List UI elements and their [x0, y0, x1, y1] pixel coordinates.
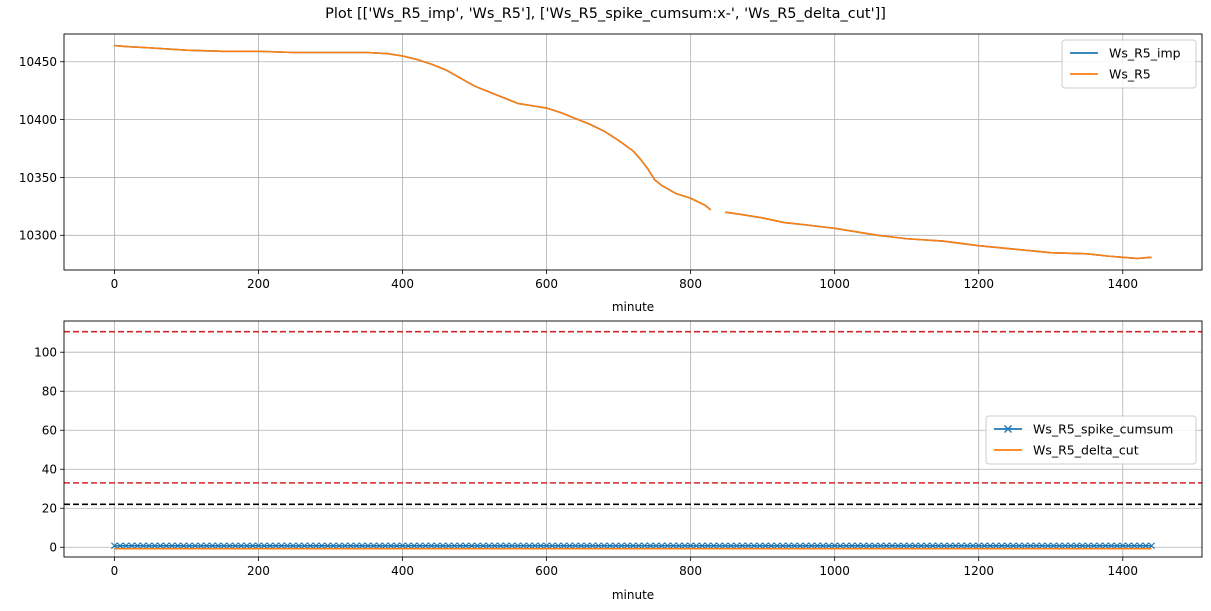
- x-tick-label: 800: [679, 564, 702, 578]
- x-tick-label: 400: [391, 277, 414, 291]
- x-tick-label: 1000: [819, 277, 850, 291]
- top-ticks: 0 200 400 600 800 1000 1200 1400 10300 10350 10400…: [19, 55, 1138, 291]
- legend-label-spike-cumsum: Ws_R5_spike_cumsum: [1033, 422, 1173, 437]
- bottom-subplot: 0 200 400 600 800 1000 1200 1400 0 20 40 60 80 100 mi…: [34, 320, 1203, 602]
- bottom-axes-frame: [63, 320, 1203, 558]
- top-subplot: 0 200 400 600 800 1000 1200 1400 10300 10350 10400…: [19, 33, 1203, 314]
- top-series-group: [114, 44, 1152, 260]
- legend-label-ws-r5: Ws_R5: [1109, 67, 1151, 82]
- y-tick-label: 10300: [19, 229, 57, 243]
- x-tick-label: 400: [391, 564, 414, 578]
- x-tick-label: 600: [535, 564, 558, 578]
- figure-title: Plot [['Ws_R5_imp', 'Ws_R5'], ['Ws_R5_sp…: [325, 6, 886, 22]
- y-tick-label: 60: [42, 424, 57, 438]
- y-tick-label: 0: [49, 541, 57, 555]
- spike-cumsum-x-markers: [110, 542, 1156, 550]
- x-tick-label: 0: [111, 564, 119, 578]
- top-axes-frame: [63, 33, 1203, 271]
- bottom-ticks: 0 200 400 600 800 1000 1200 1400 0 20 40 60 80 100: [34, 346, 1138, 578]
- x-tick-label: 200: [247, 564, 270, 578]
- y-tick-label: 20: [42, 502, 57, 516]
- legend-label-ws-r5-imp: Ws_R5_imp: [1109, 46, 1181, 61]
- legend-marker-x-icon: [1004, 425, 1012, 433]
- y-tick-label: 40: [42, 463, 57, 477]
- x-tick-label: 1000: [819, 564, 850, 578]
- bottom-x-axis-label: minute: [612, 588, 654, 602]
- top-legend-box: [1061, 39, 1197, 89]
- x-tick-label: 800: [679, 277, 702, 291]
- x-tick-label: 1400: [1107, 564, 1138, 578]
- y-tick-label: 100: [34, 346, 57, 360]
- ws-r5-line: [114, 44, 1152, 260]
- bottom-legend: Ws_R5_spike_cumsum Ws_R5_delta_cut: [985, 415, 1197, 465]
- bottom-legend-box: [985, 415, 1197, 465]
- legend-label-delta-cut: Ws_R5_delta_cut: [1033, 443, 1139, 458]
- top-x-axis-label: minute: [612, 300, 654, 314]
- x-tick-label: 1200: [963, 564, 994, 578]
- y-tick-label: 10350: [19, 171, 57, 185]
- y-tick-label: 10400: [19, 113, 57, 127]
- bottom-series-group: [110, 542, 1156, 550]
- x-tick-label: 600: [535, 277, 558, 291]
- bottom-reference-lines: [64, 330, 1202, 506]
- x-tick-label: 0: [111, 277, 119, 291]
- x-tick-label: 1400: [1107, 277, 1138, 291]
- top-legend: Ws_R5_imp Ws_R5: [1061, 39, 1197, 89]
- top-grid: [64, 34, 1202, 270]
- y-tick-label: 10450: [19, 55, 57, 69]
- x-tick-label: 200: [247, 277, 270, 291]
- y-tick-label: 80: [42, 385, 57, 399]
- x-tick-label: 1200: [963, 277, 994, 291]
